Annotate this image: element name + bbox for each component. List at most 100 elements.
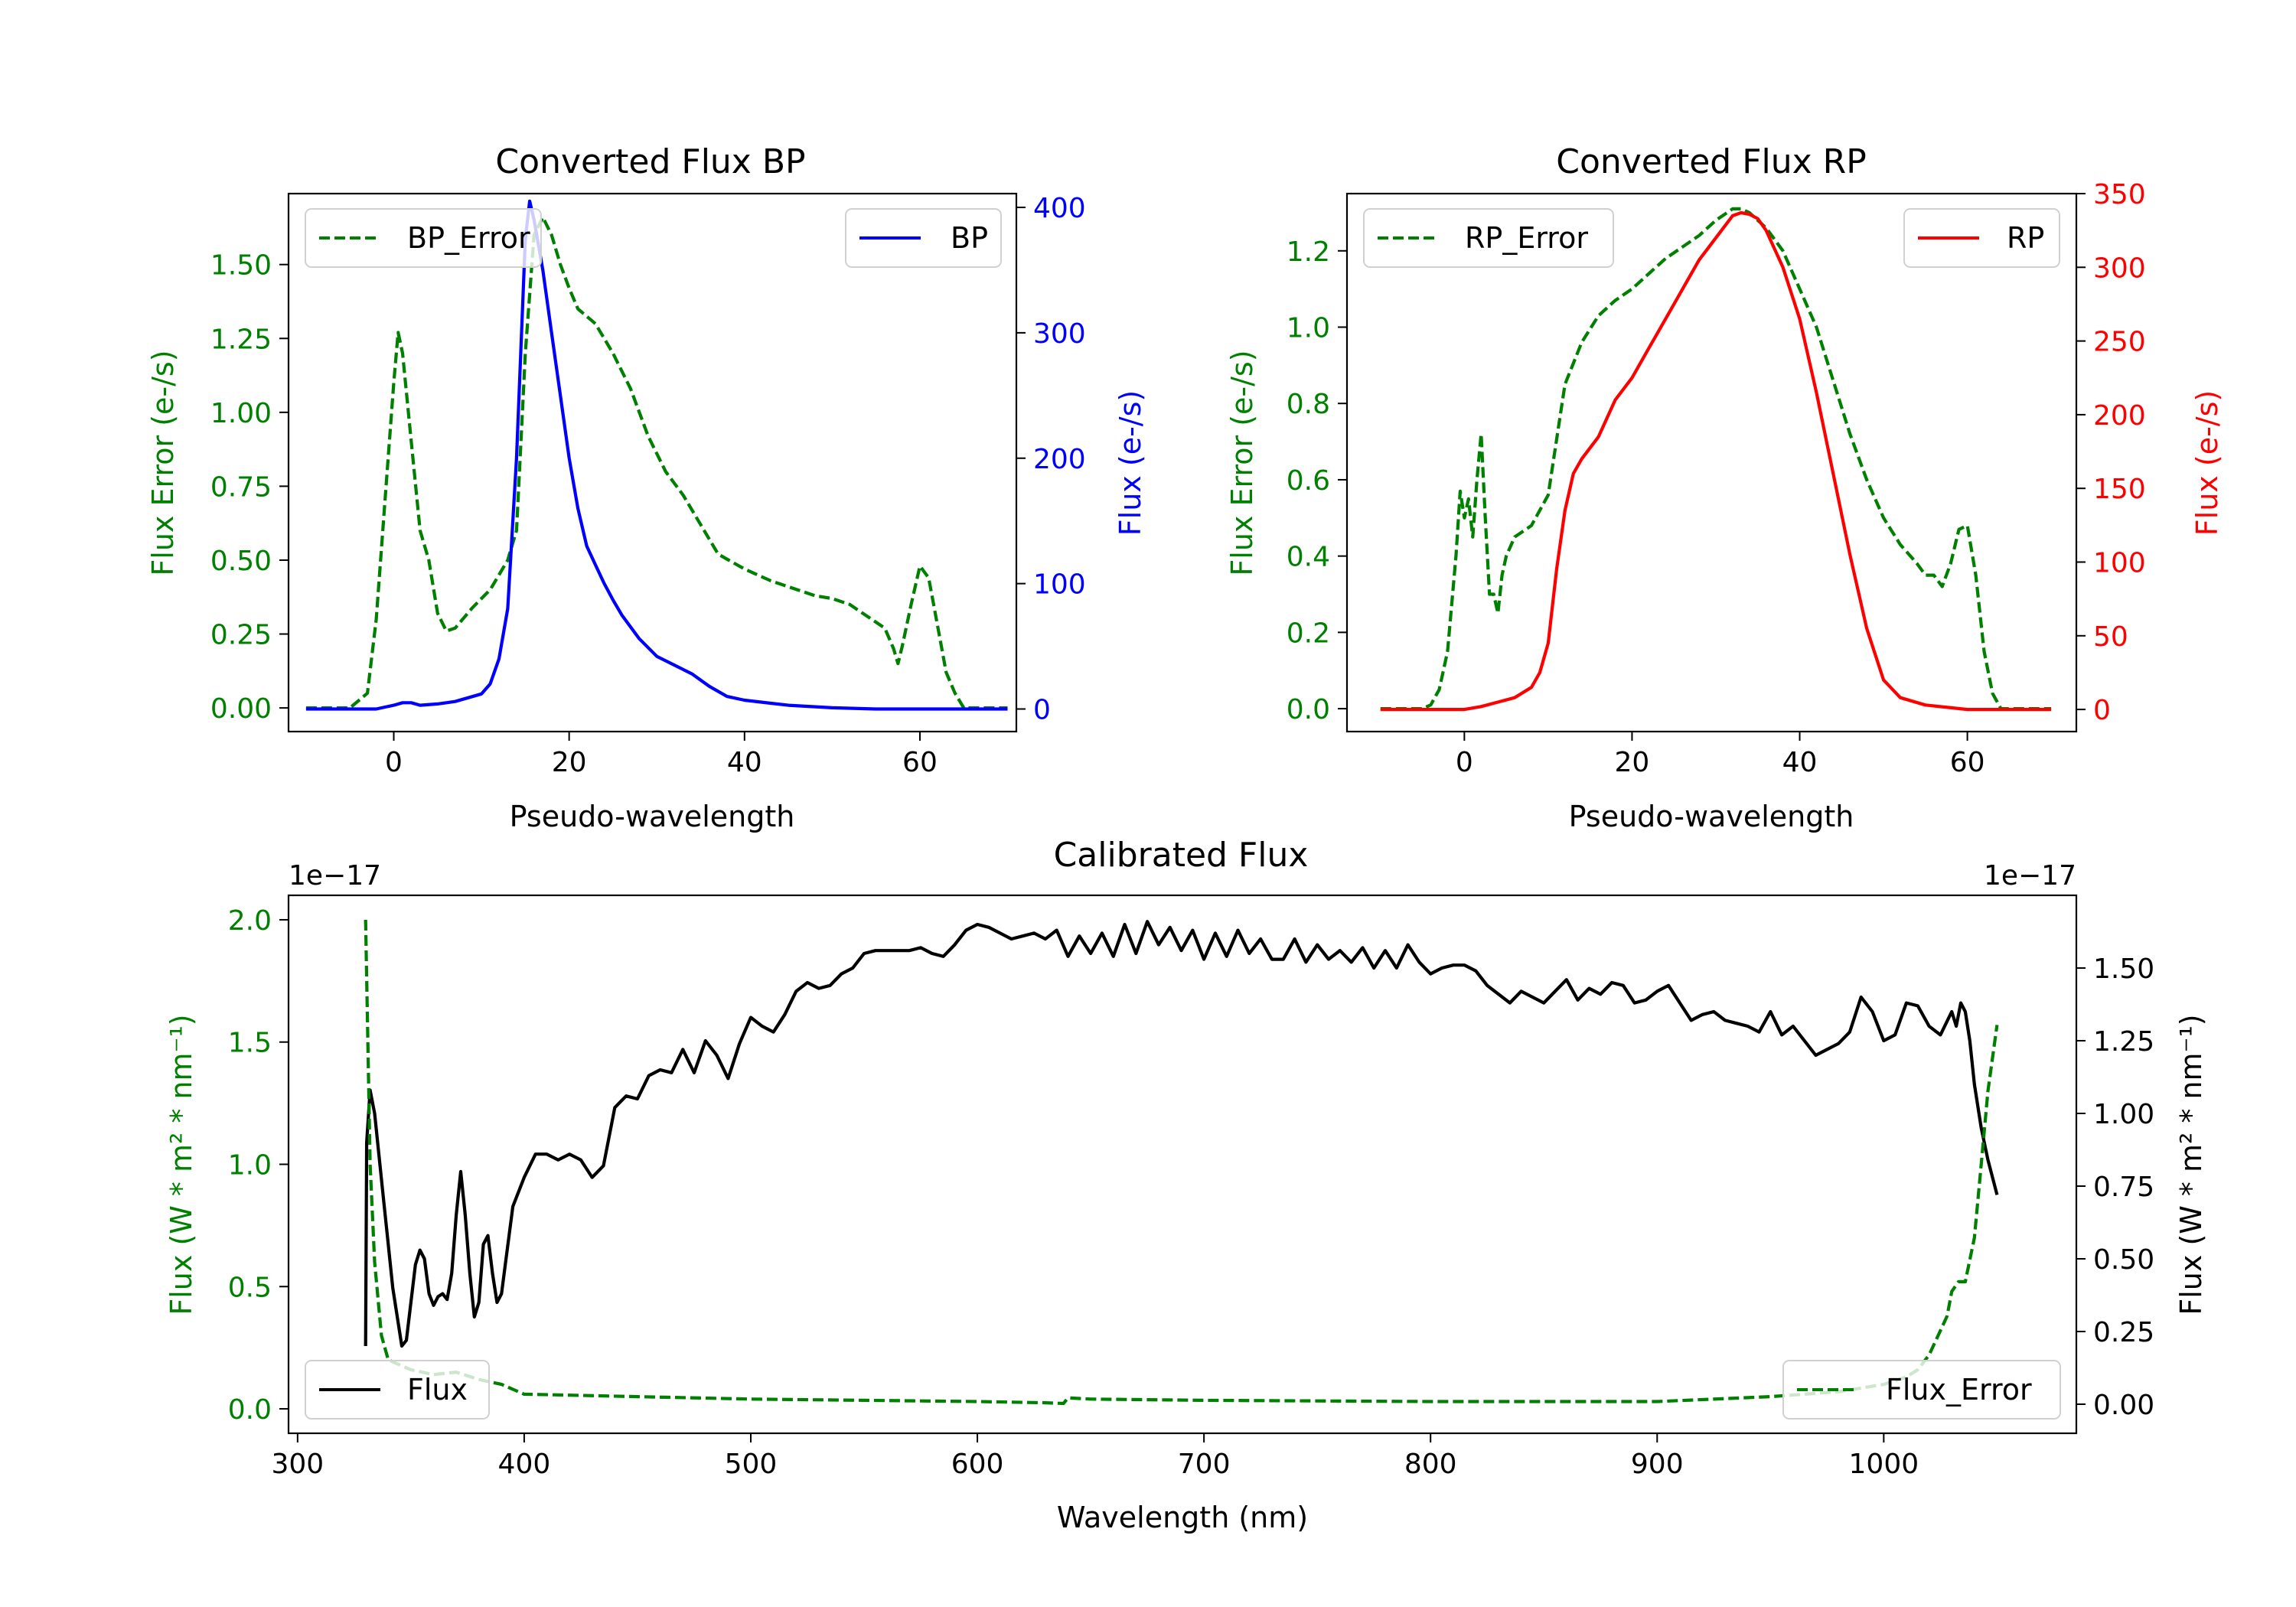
rp-left-tick-label: 0.6 xyxy=(1287,465,1330,497)
bp-right-tick-label: 400 xyxy=(1033,193,1086,224)
cal-left-offset: 1e−17 xyxy=(289,860,381,892)
cal-right-tick-label: 1.00 xyxy=(2093,1099,2154,1130)
bp-legend-error-box xyxy=(305,208,542,268)
bp-series-bp xyxy=(305,199,1008,711)
rp-axes-frame xyxy=(1345,192,2078,733)
cal-right-tick-label: 1.25 xyxy=(2093,1026,2154,1058)
cal-right-tick-label: 0.00 xyxy=(2093,1390,2154,1421)
cal-legend-flux-text: Flux xyxy=(407,1373,468,1407)
cal-legend-error-box xyxy=(1782,1360,2061,1420)
rp-left-tick-label: 0.4 xyxy=(1287,542,1330,573)
rp-right-tick-label: 150 xyxy=(2093,474,2146,505)
cal-series-flux xyxy=(364,920,1999,1348)
rp-legend-error: RP_Error xyxy=(1363,208,1614,268)
panel-rp: Converted Flux RP 0 20 40 60 0.00.20.40.60.… xyxy=(1225,142,2224,833)
bp-x-tick-label: 0 xyxy=(385,747,403,778)
rp-x-tick-label: 20 xyxy=(1615,747,1650,778)
cal-right-tick-label: 1.50 xyxy=(2093,953,2154,985)
bp-series-bp-error xyxy=(305,215,1008,710)
rp-x-ticks: 0 20 40 60 xyxy=(1456,732,1985,778)
rp-y-left-label: Flux Error (e-/s) xyxy=(1225,350,1259,575)
rp-right-tick-label: 50 xyxy=(2093,621,2128,653)
bp-left-ticks: 0.00 0.25 0.50 0.75 1.00 1.25 1.50 xyxy=(210,250,289,725)
cal-x-tick-label: 900 xyxy=(1631,1449,1684,1480)
bp-left-tick-label: 0.50 xyxy=(210,546,272,577)
cal-x-tick-label: 600 xyxy=(951,1449,1004,1480)
cal-legend-flux: Flux xyxy=(305,1360,490,1420)
bp-plot-area xyxy=(305,199,1008,711)
cal-left-tick-label: 0.5 xyxy=(228,1272,272,1303)
bp-right-ticks: 0 100 200 300 400 xyxy=(1016,193,1086,726)
cal-legend-error: Flux_Error xyxy=(1782,1360,2061,1420)
cal-right-offset: 1e−17 xyxy=(1984,860,2076,892)
rp-right-tick-label: 300 xyxy=(2093,253,2146,284)
rp-legend-flux-text: RP xyxy=(2007,221,2044,255)
rp-right-tick-label: 250 xyxy=(2093,327,2146,358)
bp-left-tick-label: 1.50 xyxy=(210,250,272,282)
cal-x-tick-label: 400 xyxy=(498,1449,551,1480)
rp-left-tick-label: 0.2 xyxy=(1287,618,1330,649)
rp-x-tick-label: 40 xyxy=(1782,747,1818,778)
rp-legend-flux-box xyxy=(1903,208,2060,268)
cal-y-left-label: Flux (W * m² * nm⁻¹) xyxy=(165,1014,198,1315)
rp-left-tick-label: 1.2 xyxy=(1287,236,1330,268)
cal-y-right-label: Flux (W * m² * nm⁻¹) xyxy=(2174,1014,2208,1315)
cal-left-tick-label: 0.0 xyxy=(228,1394,272,1426)
bp-x-label: Pseudo-wavelength xyxy=(510,800,795,833)
rp-series-rp-error xyxy=(1380,207,2052,711)
bp-legend-flux-text: BP xyxy=(951,221,988,255)
bp-x-ticks: 0 20 40 60 xyxy=(385,732,938,778)
bp-left-tick-label: 0.00 xyxy=(210,693,272,725)
bp-right-tick-label: 300 xyxy=(1033,318,1086,350)
cal-x-tick-label: 700 xyxy=(1178,1449,1231,1480)
rp-legend-flux: RP xyxy=(1903,208,2060,268)
rp-plot-area xyxy=(1380,207,2052,712)
cal-right-tick-label: 0.25 xyxy=(2093,1317,2154,1348)
cal-series-flux-error xyxy=(364,919,1999,1406)
rp-right-tick-label: 0 xyxy=(2093,695,2111,726)
panel-bp: Converted Flux BP 0 20 40 60 0.00 0.25 0.50 0.… xyxy=(146,142,1147,833)
cal-left-tick-label: 1.5 xyxy=(228,1028,272,1059)
bp-x-tick-label: 20 xyxy=(552,747,587,778)
panel-calibrated: Calibrated Flux 300 400 500 600 700 800 900 100… xyxy=(165,836,2208,1534)
bp-right-tick-label: 100 xyxy=(1033,569,1086,601)
cal-right-tick-label: 0.50 xyxy=(2093,1244,2154,1276)
cal-right-ticks: 0.00 0.25 0.50 0.75 1.00 1.25 1.50 xyxy=(2076,953,2154,1421)
rp-right-tick-label: 350 xyxy=(2093,179,2146,210)
bp-right-tick-label: 0 xyxy=(1033,695,1051,726)
bp-legend-error-text: BP_Error xyxy=(407,221,530,255)
rp-title: Converted Flux RP xyxy=(1556,142,1867,181)
rp-left-tick-label: 0.8 xyxy=(1287,389,1330,420)
bp-title: Converted Flux BP xyxy=(495,142,805,181)
cal-x-tick-label: 800 xyxy=(1404,1449,1457,1480)
cal-legend-flux-box xyxy=(305,1360,490,1420)
cal-title: Calibrated Flux xyxy=(1054,836,1309,875)
bp-legend-flux: BP xyxy=(845,208,1002,268)
rp-right-tick-label: 100 xyxy=(2093,548,2146,579)
rp-left-tick-label: 0.0 xyxy=(1287,694,1330,725)
cal-left-tick-label: 1.0 xyxy=(228,1150,272,1182)
cal-x-label: Wavelength (nm) xyxy=(1057,1501,1308,1534)
cal-x-tick-label: 1000 xyxy=(1849,1449,1919,1480)
cal-left-ticks: 0.0 0.5 1.0 1.5 2.0 xyxy=(228,905,289,1426)
bp-y-left-label: Flux Error (e-/s) xyxy=(146,350,180,575)
cal-x-tick-label: 300 xyxy=(271,1449,324,1480)
cal-right-tick-label: 0.75 xyxy=(2093,1172,2154,1203)
bp-right-tick-label: 200 xyxy=(1033,444,1086,475)
bp-left-tick-label: 0.75 xyxy=(210,471,272,503)
cal-left-tick-label: 2.0 xyxy=(228,905,272,937)
rp-left-tick-label: 1.0 xyxy=(1287,313,1330,344)
bp-legend-flux-box xyxy=(845,208,1002,268)
bp-left-tick-label: 0.25 xyxy=(210,620,272,651)
bp-x-tick-label: 60 xyxy=(902,747,938,778)
cal-legend-error-text: Flux_Error xyxy=(1886,1373,2032,1407)
rp-right-tick-label: 200 xyxy=(2093,400,2146,432)
bp-left-tick-label: 1.25 xyxy=(210,324,272,355)
cal-axes-frame xyxy=(287,894,2078,1435)
rp-right-ticks: 0 50 100 150 200 250 300 350 xyxy=(2076,179,2146,726)
rp-left-ticks: 0.0 0.2 0.4 0.6 0.8 1.0 1.2 xyxy=(1287,236,1347,725)
bp-x-tick-label: 40 xyxy=(727,747,762,778)
bp-y-right-label: Flux (e-/s) xyxy=(1114,390,1147,536)
rp-series-rp xyxy=(1380,210,2052,712)
